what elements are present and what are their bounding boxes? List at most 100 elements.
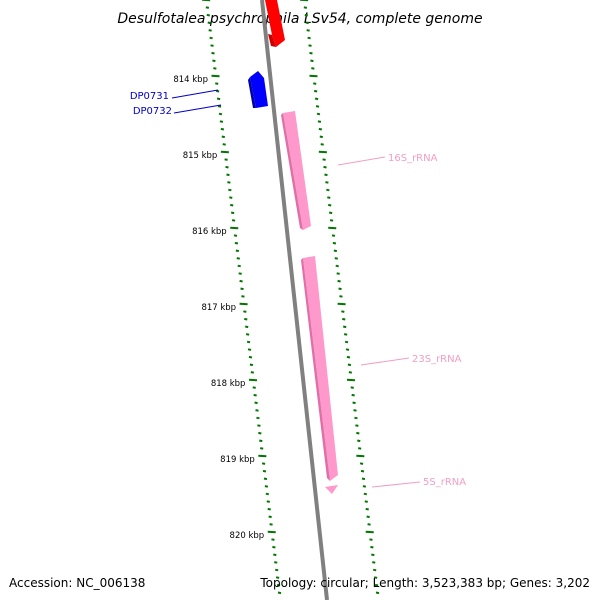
minor-tick (245, 325, 249, 329)
major-tick (211, 74, 220, 78)
major-tick (220, 150, 229, 154)
minor-tick (217, 105, 222, 108)
accession-text: Accession: NC_006138 (9, 576, 146, 590)
minor-tick (316, 112, 321, 116)
minor-tick (220, 127, 225, 131)
minor-tick (212, 59, 216, 63)
major-tick (356, 454, 365, 458)
minor-tick (234, 241, 239, 245)
minor-tick (372, 561, 376, 564)
minor-tick (233, 234, 238, 237)
tick-label: 817 kbp (201, 303, 236, 313)
minor-tick (375, 591, 380, 595)
minor-tick (218, 112, 223, 116)
minor-tick (308, 44, 312, 47)
minor-tick (333, 249, 338, 253)
minor-tick (327, 196, 331, 199)
minor-tick (352, 401, 356, 405)
minor-tick (246, 340, 251, 344)
minor-tick (317, 120, 322, 123)
minor-tick (249, 363, 254, 367)
minor-tick (275, 576, 280, 579)
minor-tick (351, 393, 355, 397)
rrna-5s-feature[interactable] (325, 485, 338, 494)
minor-tick (258, 431, 262, 435)
minor-tick (238, 272, 242, 275)
minor-tick (344, 340, 349, 344)
minor-tick (324, 173, 328, 177)
minor-tick (335, 264, 339, 268)
minor-tick (215, 82, 219, 85)
rna-label-23s[interactable]: 23S_rRNA (412, 354, 462, 365)
minor-tick (230, 211, 235, 215)
minor-tick (369, 538, 373, 541)
minor-tick (359, 462, 364, 465)
major-tick (365, 530, 374, 534)
minor-tick (357, 439, 361, 443)
genome-backbone (260, 0, 329, 600)
minor-tick (245, 333, 250, 336)
minor-tick (325, 181, 329, 184)
rna-label-16s[interactable]: 16S_rRNA (388, 153, 438, 164)
gene-label-dp0732[interactable]: DP0732 (133, 106, 172, 117)
minor-tick (260, 447, 264, 450)
minor-tick (341, 310, 345, 313)
minor-tick (370, 545, 374, 549)
minor-tick (261, 462, 266, 465)
rna-leader-line (360, 357, 410, 366)
minor-tick (329, 219, 334, 222)
minor-tick (256, 416, 260, 420)
outer-tick-ruler (300, 0, 380, 595)
minor-tick (346, 355, 351, 359)
rna-leader-line (371, 481, 421, 488)
minor-tick (319, 135, 323, 139)
minor-tick (259, 439, 263, 443)
minor-tick (241, 295, 245, 298)
minor-tick (313, 82, 317, 85)
minor-tick (331, 234, 336, 237)
minor-tick (315, 105, 320, 108)
minor-tick (334, 257, 338, 260)
minor-tick (342, 317, 346, 321)
inner-tick-ruler (202, 0, 282, 595)
minor-tick (205, 6, 210, 9)
minor-tick (228, 188, 232, 192)
minor-tick (361, 477, 366, 481)
minor-tick (257, 424, 261, 427)
tick-label: 819 kbp (220, 455, 255, 465)
minor-tick (313, 89, 318, 93)
minor-tick (371, 553, 375, 557)
minor-tick (239, 279, 243, 283)
minor-tick (269, 523, 273, 526)
major-tick (230, 226, 239, 230)
major-tick (258, 454, 267, 458)
gene-leader-line (171, 89, 219, 99)
minor-tick (353, 409, 357, 412)
tick-label: 816 kbp (192, 227, 227, 237)
minor-tick (276, 583, 281, 587)
minor-tick (255, 409, 259, 412)
minor-tick (373, 568, 377, 572)
minor-tick (355, 424, 359, 427)
minor-tick (366, 515, 370, 519)
rna-label-5s[interactable]: 5S_rRNA (423, 477, 466, 488)
tick-label: 818 kbp (211, 379, 246, 389)
tick-label: 820 kbp (230, 531, 265, 541)
gene-label-dp0731[interactable]: DP0731 (130, 91, 169, 102)
minor-tick (305, 21, 309, 25)
minor-tick (363, 492, 368, 496)
minor-tick (303, 6, 308, 9)
tick-labels: 814 kbp 815 kbp 816 kbp 817 kbp 818 kbp … (173, 75, 264, 541)
major-tick (248, 378, 258, 382)
minor-tick (229, 196, 233, 199)
minor-tick (237, 264, 241, 268)
gene-leader-line (173, 104, 222, 114)
rrna-16s-feature[interactable] (281, 111, 311, 230)
minor-tick (358, 447, 362, 450)
minor-tick (252, 386, 256, 389)
rrna-23s-feature[interactable] (301, 256, 338, 481)
gene-dp0731-dp0732[interactable] (248, 71, 268, 108)
minor-tick (271, 538, 275, 541)
minor-tick (224, 158, 228, 161)
